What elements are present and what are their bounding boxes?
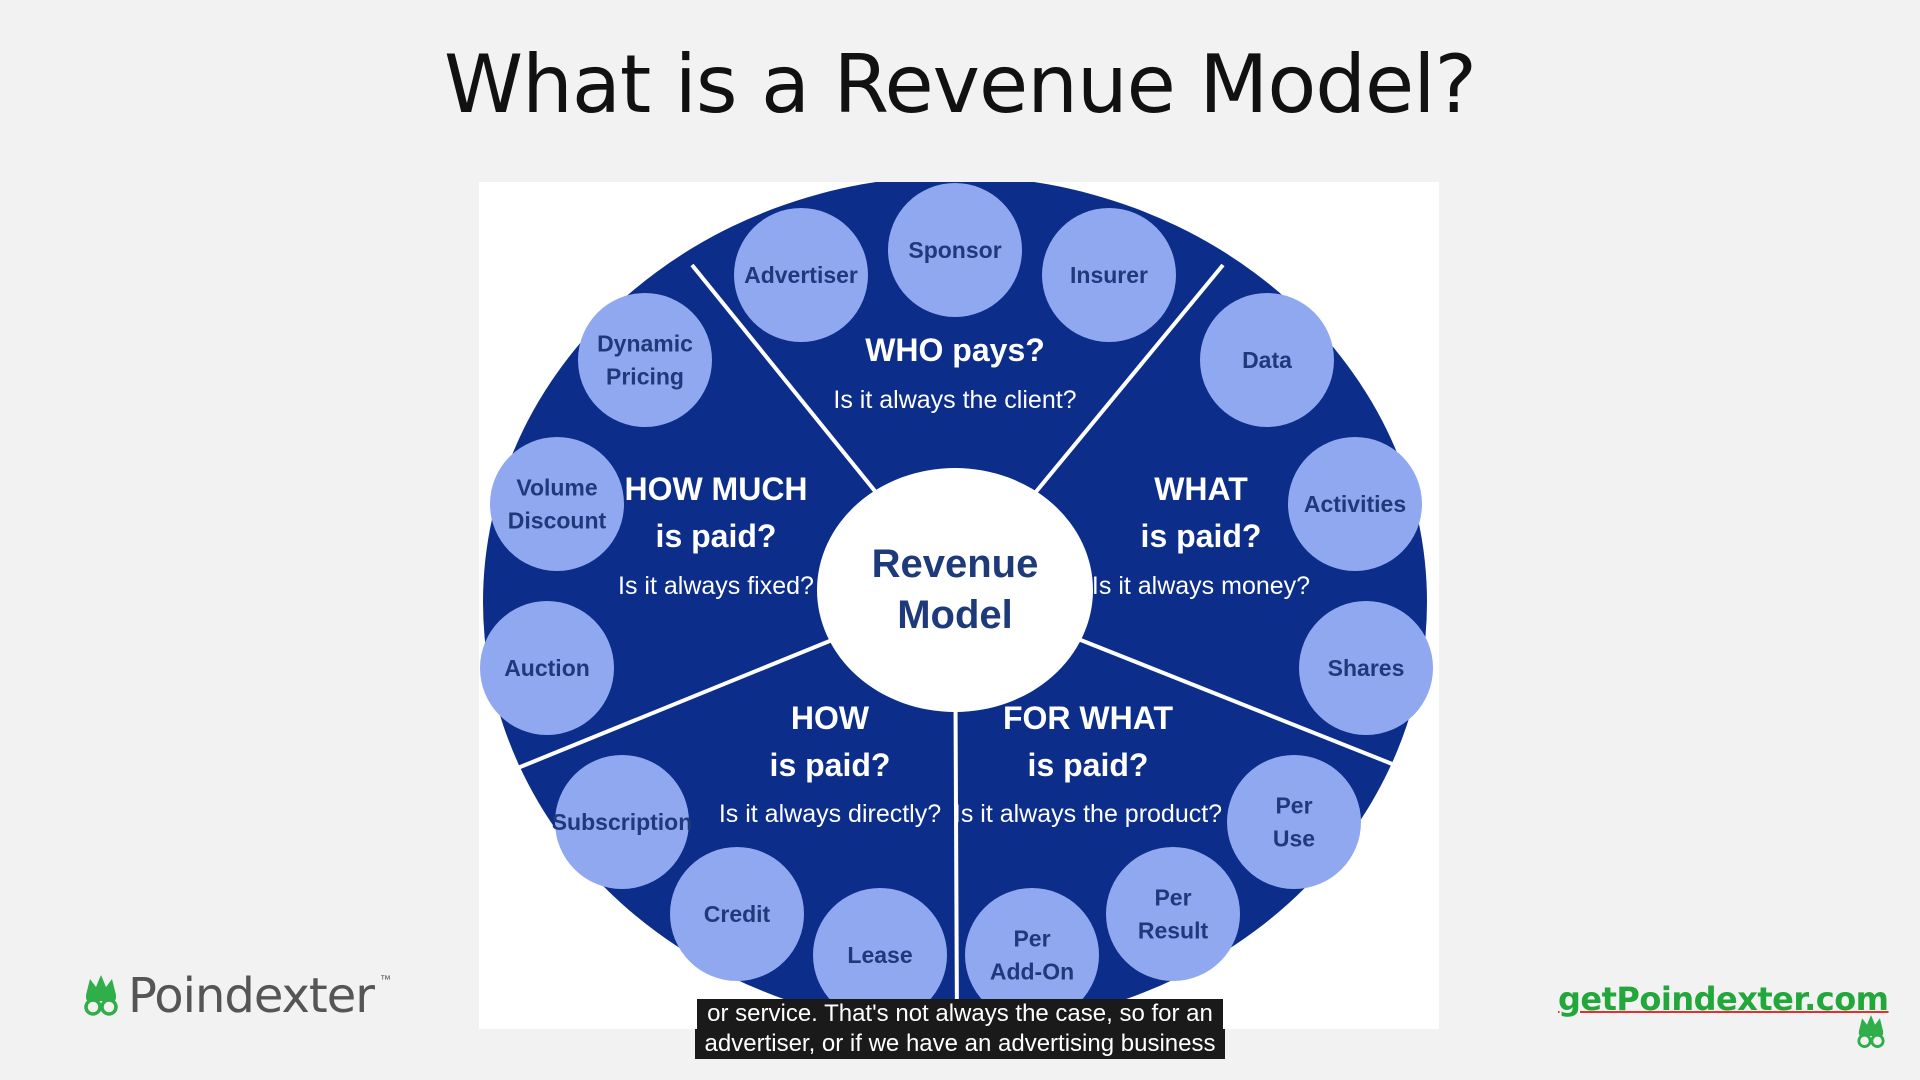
section-subtitle-what: Is it always money? xyxy=(1092,572,1310,600)
corner-mascot-icon xyxy=(1854,1012,1888,1057)
bubble-advertiser xyxy=(734,208,868,342)
bubble-label-per-result: Result xyxy=(1138,918,1209,944)
section-subtitle-how-much: Is it always fixed? xyxy=(618,572,814,600)
caption-line: or service. That's not always the case, … xyxy=(697,999,1223,1029)
section-subtitle-who: Is it always the client? xyxy=(833,386,1076,414)
section-title-what: is paid? xyxy=(1141,518,1262,554)
bubble-label-insurer: Insurer xyxy=(1070,262,1148,288)
bubble-dynamic-pricing xyxy=(578,293,712,427)
bubble-subscription xyxy=(555,755,689,889)
bubble-label-credit: Credit xyxy=(704,901,771,927)
bubble-data xyxy=(1200,293,1334,427)
caption-line: advertiser, or if we have an advertising… xyxy=(694,1029,1226,1059)
bubble-sponsor xyxy=(888,183,1022,317)
trademark-mark: ™ xyxy=(380,974,392,986)
bubble-label-per-add-on: Add-On xyxy=(990,959,1074,985)
bubble-label-volume-discount: Discount xyxy=(508,508,607,534)
bubble-label-shares: Shares xyxy=(1328,655,1405,681)
revenue-model-diagram: WHO pays? Is it always the client? WHAT is … xyxy=(479,182,1439,1029)
diagram-canvas: WHO pays? Is it always the client? WHAT is … xyxy=(479,182,1439,1029)
bubble-label-sponsor: Sponsor xyxy=(908,237,1001,263)
section-title-who: WHO pays? xyxy=(865,332,1045,368)
bubble-label-per-use: Use xyxy=(1273,826,1315,852)
bubble-insurer xyxy=(1042,208,1176,342)
bubble-label-per-add-on: Per xyxy=(1013,926,1050,952)
bubble-label-volume-discount: Volume xyxy=(516,475,597,501)
section-subtitle-how: Is it always directly? xyxy=(719,800,941,828)
bubble-auction xyxy=(480,601,614,735)
center-label: Model xyxy=(897,593,1013,637)
bubble-shares xyxy=(1299,601,1433,735)
section-title-how-much: is paid? xyxy=(656,518,777,554)
bubble-label-per-use: Per xyxy=(1275,793,1312,819)
bubble-per-use xyxy=(1227,755,1361,889)
bubble-label-lease: Lease xyxy=(847,942,912,968)
section-title-how-much: HOW MUCH xyxy=(624,471,807,507)
bubble-per-add-on xyxy=(965,888,1099,1022)
bubble-label-per-result: Per xyxy=(1154,885,1191,911)
section-subtitle-for-what: Is it always the product? xyxy=(954,800,1222,828)
bubble-label-advertiser: Advertiser xyxy=(744,262,858,288)
section-title-for-what: FOR WHAT xyxy=(1003,700,1173,736)
poindexter-mascot-icon xyxy=(84,975,118,1016)
center-circle xyxy=(817,468,1093,712)
bubble-lease xyxy=(813,888,947,1022)
bubble-label-activities: Activities xyxy=(1304,491,1406,517)
bubble-label-data: Data xyxy=(1242,347,1292,373)
section-title-what: WHAT xyxy=(1154,471,1248,507)
bubble-label-dynamic-pricing: Pricing xyxy=(606,364,684,390)
section-title-how: HOW xyxy=(791,700,870,736)
bubble-activities xyxy=(1288,437,1422,571)
bubble-per-result xyxy=(1106,847,1240,981)
section-title-how: is paid? xyxy=(770,747,891,783)
bubble-label-subscription: Subscription xyxy=(552,809,693,835)
slide-title: What is a Revenue Model? xyxy=(444,38,1477,131)
bubble-label-dynamic-pricing: Dynamic xyxy=(597,331,693,357)
bubble-volume-discount xyxy=(490,437,624,571)
center-label: Revenue xyxy=(872,542,1039,586)
poindexter-logo: Poindexter ™ xyxy=(80,966,391,1026)
logo-wordmark: Poindexter xyxy=(128,968,375,1024)
section-title-for-what: is paid? xyxy=(1028,747,1149,783)
bubble-credit xyxy=(670,847,804,981)
bubble-label-auction: Auction xyxy=(504,655,590,681)
subtitle-captions: or service. That's not always the case, … xyxy=(0,999,1920,1059)
website-link[interactable]: getPoindexter.com xyxy=(1558,980,1889,1018)
